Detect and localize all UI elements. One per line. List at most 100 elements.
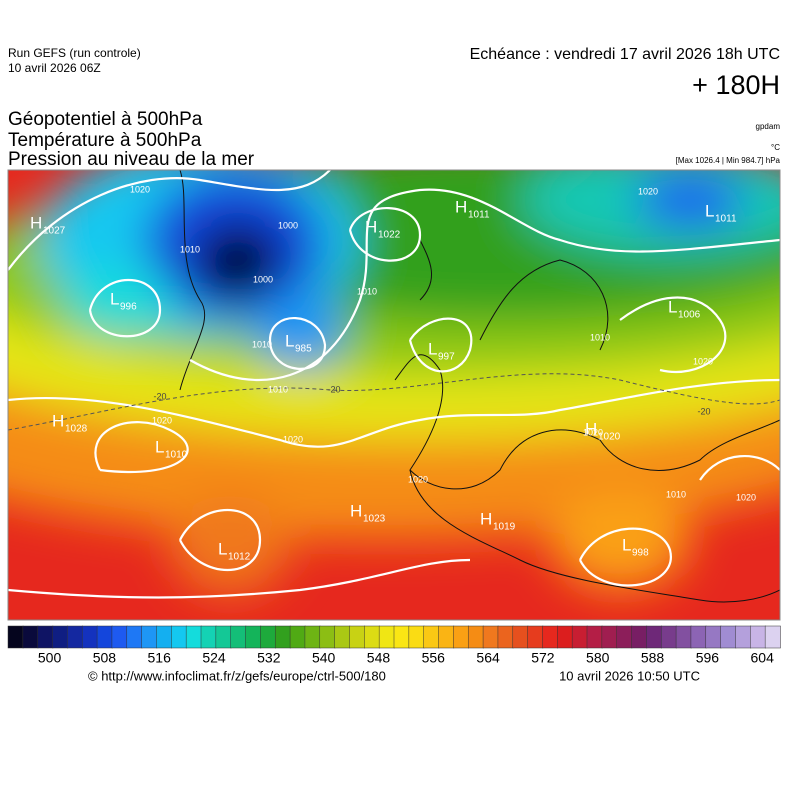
unit: [Max 1026.4 | Min 984.7] hPa: [676, 156, 781, 165]
colorbar-tick-label: 588: [641, 650, 665, 666]
valid-time: Echéance : vendredi 17 avril 2026 18h UT…: [470, 46, 780, 63]
colorbar-swatch: [720, 625, 737, 649]
map-frame: [7, 169, 781, 621]
colorbar-swatch: [289, 625, 306, 649]
center-kind: H: [350, 501, 362, 520]
title: Géopotentiel à 500hPa: [8, 109, 203, 130]
isotherm-label: -20: [697, 406, 710, 416]
center-kind: L: [668, 297, 677, 316]
isotherm-label: -20: [153, 391, 166, 401]
center-kind: L: [285, 331, 294, 350]
center-value: 1010: [165, 450, 188, 461]
center-value: 997: [438, 352, 455, 363]
title: Pression au niveau de la mer: [8, 149, 255, 170]
isobar-label: 1020: [130, 184, 150, 194]
colorbar-tick-label: 572: [531, 650, 555, 666]
colorbar-swatch: [141, 625, 158, 649]
colorbar-swatch: [586, 625, 603, 649]
colorbar-swatch: [245, 625, 262, 649]
colorbar-swatch: [497, 625, 514, 649]
colorbar-swatch: [527, 625, 544, 649]
colorbar-swatch: [37, 625, 54, 649]
center-value: 1028: [65, 424, 88, 435]
colorbar-swatch: [616, 625, 633, 649]
isobar-label: 1020: [693, 356, 713, 366]
colorbar-tick-label: 596: [696, 650, 720, 666]
colorbar-swatch: [200, 625, 217, 649]
unit: gpdam: [756, 122, 781, 131]
colorbar-swatch: [631, 625, 648, 649]
colorbar-swatch: [185, 625, 202, 649]
colorbar-swatch: [156, 625, 173, 649]
colorbar-swatch: [690, 625, 707, 649]
colorbar-tick-label: 532: [257, 650, 281, 666]
colorbar-swatch: [304, 625, 321, 649]
isobar-label: 1020: [283, 434, 303, 444]
colorbar-swatch: [453, 625, 469, 649]
colorbar-swatch: [467, 625, 484, 649]
isobar-label: 1020: [736, 492, 756, 502]
colorbar-swatch: [646, 625, 662, 649]
center-kind: L: [218, 539, 227, 558]
title: Température à 500hPa: [8, 130, 202, 151]
center-value: 1022: [378, 230, 401, 241]
unit: °C: [771, 143, 780, 152]
colorbar-swatch: [571, 625, 588, 649]
colorbar-swatch: [52, 625, 69, 649]
isobar-label: 1020: [408, 474, 428, 484]
source: © http://www.infoclimat.fr/z/gefs/europe…: [88, 668, 386, 683]
colorbar-swatch: [764, 625, 781, 649]
colorbar-swatch: [334, 625, 351, 649]
isotherm-label: -20: [327, 384, 340, 394]
colorbar-swatch: [22, 625, 39, 649]
coastlines: [179, 170, 780, 603]
center-kind: H: [480, 509, 492, 528]
center-kind: L: [110, 289, 119, 308]
isobar-label: 1010: [666, 489, 686, 499]
lead-time: + 180H: [692, 70, 780, 100]
colorbar-swatch: [393, 625, 410, 649]
isobar-label: 1010: [252, 339, 272, 349]
center-kind: H: [52, 411, 64, 430]
colorbar-tick-label: 508: [93, 650, 117, 666]
colorbar-swatch: [423, 625, 440, 649]
center-value: 1020: [598, 432, 621, 443]
colorbar-swatch: [408, 625, 425, 649]
center-kind: H: [365, 217, 377, 236]
colorbar-swatch: [438, 625, 455, 649]
colorbar-swatch: [7, 625, 24, 649]
isobar-label: 1010: [590, 332, 610, 342]
isobar-label: 1000: [278, 220, 298, 230]
colorbar-tick-label: 524: [202, 650, 226, 666]
isobar-label: 1020: [638, 186, 658, 196]
colorbar-tick-label: 580: [586, 650, 610, 666]
colorbar-tick-label: 556: [422, 650, 446, 666]
colorbar-swatch: [675, 625, 692, 649]
isobar-label: 1010: [268, 384, 288, 394]
map: [8, 170, 780, 620]
colorbar-tick-label: 604: [751, 650, 775, 666]
colorbar-swatch: [81, 625, 98, 649]
colorbar-swatch: [319, 625, 336, 649]
colorbar-swatch: [111, 625, 128, 649]
generated: 10 avril 2026 10:50 UTC: [559, 668, 700, 683]
center-kind: L: [705, 201, 714, 220]
colorbar-swatch: [274, 625, 291, 649]
colorbar-tick-label: 548: [367, 650, 391, 666]
center-kind: L: [155, 437, 164, 456]
center-kind: H: [30, 213, 42, 232]
colorbar-swatch: [750, 625, 766, 649]
colorbar-swatch: [705, 625, 722, 649]
colorbar-swatch: [215, 625, 232, 649]
isobar-label: 1010: [357, 286, 377, 296]
colorbar-swatch: [557, 625, 573, 649]
colorbar-tick-label: 564: [476, 650, 500, 666]
colorbar-swatch: [660, 625, 677, 649]
colorbar-swatch: [601, 625, 618, 649]
colorbar-swatch: [735, 625, 752, 649]
colorbar-swatch: [482, 625, 499, 649]
colorbar-swatch: [542, 625, 559, 649]
center-kind: H: [585, 419, 597, 438]
isobars: [8, 170, 780, 599]
